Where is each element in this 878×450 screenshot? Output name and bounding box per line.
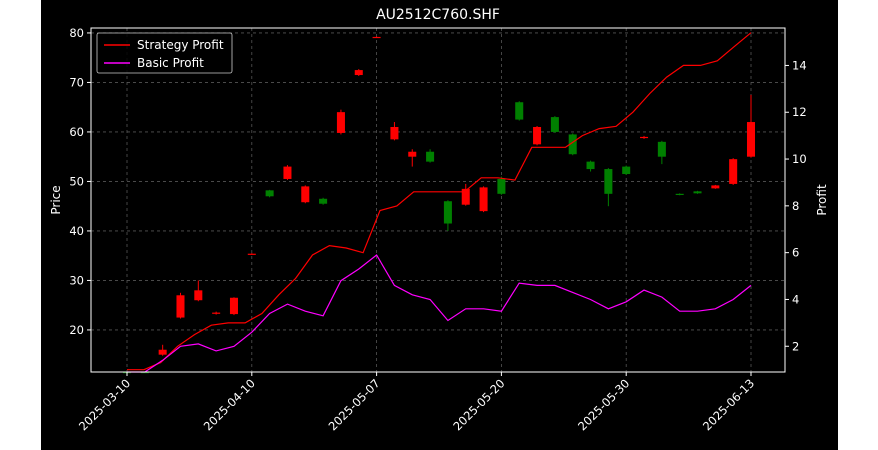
- candle-body: [622, 166, 631, 175]
- legend-label-strategy: Strategy Profit: [137, 38, 224, 52]
- y-left-tick-label: 80: [69, 26, 84, 40]
- candle-body: [461, 188, 470, 205]
- legend-box: [96, 32, 233, 74]
- candle-body: [426, 151, 435, 162]
- legend-label-basic: Basic Profit: [137, 56, 204, 70]
- y-left-tick-label: 60: [69, 125, 84, 139]
- candle-body: [390, 126, 399, 140]
- candle-body: [711, 185, 720, 189]
- figure-background: [41, 0, 838, 450]
- y-axis-left-title: Price: [49, 185, 63, 214]
- candle-body: [194, 290, 203, 301]
- candle-body: [604, 169, 613, 194]
- candle-body: [515, 102, 524, 120]
- candle-body: [372, 36, 381, 39]
- y-left-tick-label: 70: [69, 75, 84, 89]
- candle-body: [586, 161, 595, 170]
- candle-body: [657, 141, 666, 157]
- y-right-tick-label: 14: [792, 58, 807, 72]
- strategy-profit-line: [127, 32, 752, 371]
- profit-lines: [127, 32, 752, 373]
- candle-body: [354, 70, 363, 76]
- candle-body: [283, 166, 292, 179]
- candle-body: [550, 117, 559, 132]
- y-left-tick-label: 20: [69, 323, 84, 337]
- candles: [122, 36, 756, 374]
- candle-body: [229, 297, 238, 315]
- candle-body: [729, 159, 738, 184]
- candle-body: [336, 112, 345, 133]
- y-left-tick-label: 50: [69, 174, 84, 188]
- candle-body: [319, 198, 328, 204]
- candle-body: [675, 193, 684, 196]
- candle-body: [533, 126, 542, 145]
- y-right-tick-label: 8: [792, 199, 799, 213]
- y-right-tick-label: 6: [792, 246, 799, 260]
- candle-body: [212, 312, 221, 314]
- legend: Strategy Profit Basic Profit: [96, 32, 233, 74]
- candle-body: [693, 191, 702, 194]
- y-left-tick-label: 30: [69, 273, 84, 287]
- candle-body: [176, 295, 185, 318]
- plot-area-border: [90, 27, 786, 373]
- y-left-tick-label: 40: [69, 224, 84, 238]
- y-axis-right-title: Profit: [815, 184, 829, 216]
- candle-body: [640, 136, 649, 139]
- candle-body: [443, 201, 452, 224]
- candle-body: [497, 178, 506, 194]
- candle-body: [408, 151, 417, 157]
- candle-body: [568, 134, 577, 155]
- y-right-tick-label: 12: [792, 105, 807, 119]
- candle-body: [265, 190, 274, 197]
- candle-body: [158, 349, 167, 355]
- candle-body: [746, 122, 756, 157]
- candle-body: [479, 187, 488, 212]
- candle-body: [301, 186, 310, 203]
- basic-profit-line: [127, 254, 752, 373]
- y-right-tick-label: 10: [792, 152, 807, 166]
- y-right-tick-label: 4: [792, 292, 799, 306]
- y-right-tick-label: 2: [792, 339, 799, 353]
- grid-lines: [91, 28, 785, 372]
- candle-body: [247, 253, 256, 255]
- chart-title: AU2512C760.SHF: [376, 7, 500, 23]
